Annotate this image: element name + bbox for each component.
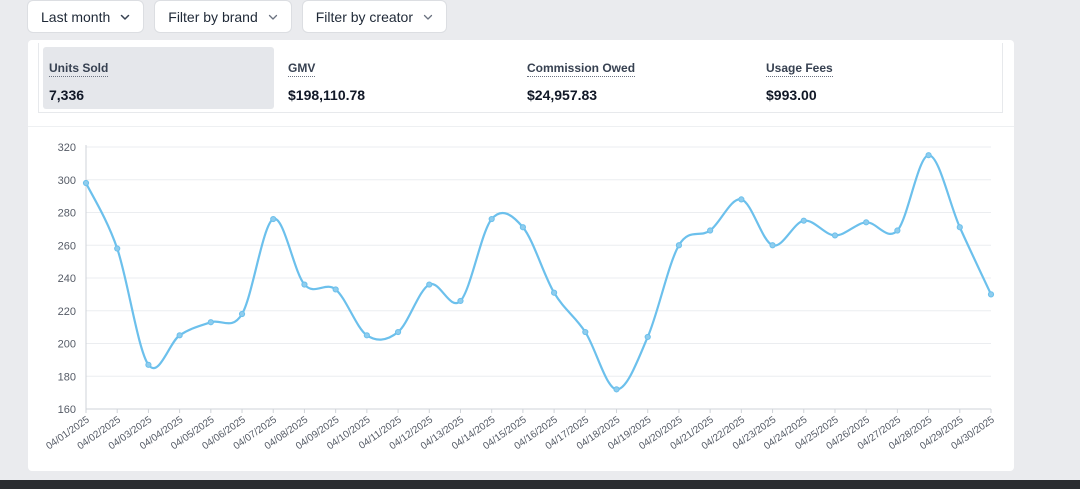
- data-point: [769, 242, 776, 249]
- units-sold-series-line: [85, 154, 992, 391]
- data-point: [987, 291, 995, 298]
- data-point: [488, 215, 495, 223]
- y-tick-label: 180: [58, 371, 76, 383]
- data-point: [800, 217, 807, 224]
- data-point: [613, 386, 620, 393]
- data-point: [114, 245, 121, 252]
- data-point: [145, 361, 152, 368]
- brand-filter-dropdown[interactable]: Filter by brand: [154, 0, 292, 33]
- data-point: [176, 332, 183, 339]
- data-point: [394, 328, 402, 336]
- data-point: [457, 297, 464, 305]
- data-point: [738, 196, 745, 203]
- stat-value: $993.00: [766, 87, 817, 103]
- stat-value: $198,110.78: [288, 87, 366, 103]
- creator-filter-dropdown[interactable]: Filter by creator: [301, 0, 447, 33]
- data-point: [582, 328, 589, 336]
- stat-units-sold[interactable]: Units Sold 7,336: [43, 47, 274, 109]
- stat-usage-fees[interactable]: Usage Fees $993.00: [760, 47, 991, 109]
- data-point: [426, 281, 433, 288]
- stat-label: Units Sold: [49, 61, 109, 77]
- y-tick-label: 260: [58, 240, 76, 252]
- y-tick-label: 240: [58, 273, 76, 285]
- data-point: [675, 242, 683, 249]
- data-point: [863, 219, 870, 226]
- y-tick-label: 300: [58, 175, 76, 187]
- data-point: [707, 227, 714, 234]
- data-point: [82, 179, 90, 187]
- chevron-down-icon: [423, 14, 433, 20]
- y-tick-label: 220: [58, 306, 76, 318]
- dashboard-panel: Units Sold 7,336 GMV $198,110.78 Commiss…: [28, 40, 1014, 471]
- y-tick-label: 160: [58, 404, 76, 416]
- stats-row: Units Sold 7,336 GMV $198,110.78 Commiss…: [38, 43, 1003, 113]
- data-point: [551, 289, 558, 296]
- y-tick-label: 200: [58, 339, 76, 351]
- creator-filter-label: Filter by creator: [315, 8, 413, 25]
- units-sold-line-chart: 16018020022024026028030032004/01/202504/…: [44, 142, 997, 452]
- filter-bar: Last month Filter by brand Filter by cre…: [27, 0, 447, 33]
- data-point: [519, 224, 526, 231]
- bottom-bar: [0, 480, 1080, 489]
- y-tick-label: 320: [58, 142, 76, 154]
- stat-label: Commission Owed: [527, 61, 636, 77]
- stat-value: 7,336: [49, 87, 85, 103]
- chevron-down-icon: [268, 14, 277, 20]
- data-point: [301, 281, 308, 288]
- data-point: [831, 232, 839, 239]
- chevron-down-icon: [121, 14, 130, 20]
- stat-label: Usage Fees: [766, 61, 833, 77]
- stat-commission-owed[interactable]: Commission Owed $24,957.83: [521, 47, 752, 109]
- brand-filter-label: Filter by brand: [168, 8, 258, 25]
- data-point: [925, 152, 932, 159]
- data-point: [894, 227, 901, 234]
- data-point: [207, 319, 214, 326]
- y-tick-label: 280: [58, 208, 76, 220]
- data-point: [644, 333, 651, 341]
- stat-label: GMV: [288, 61, 316, 77]
- data-point: [270, 215, 277, 223]
- divider: [28, 126, 1014, 127]
- data-point: [956, 224, 963, 231]
- data-point: [238, 310, 246, 318]
- data-point: [363, 332, 370, 339]
- stat-value: $24,957.83: [527, 87, 598, 103]
- data-point: [332, 286, 339, 293]
- stat-gmv[interactable]: GMV $198,110.78: [282, 47, 513, 109]
- date-range-label: Last month: [41, 8, 111, 25]
- date-range-dropdown[interactable]: Last month: [27, 0, 145, 33]
